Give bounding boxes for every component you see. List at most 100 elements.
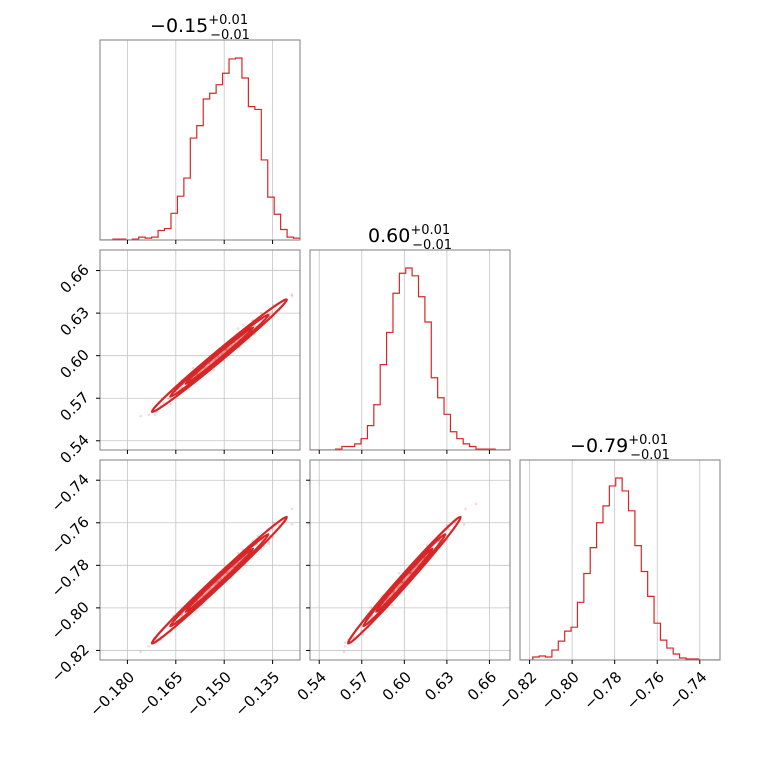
scatter-point (162, 401, 165, 405)
scatter-point (402, 579, 406, 583)
histogram-panel-0 (99, 39, 301, 244)
x-tick-label: −0.74 (665, 668, 710, 713)
x-tick-label: −0.165 (135, 668, 187, 720)
histogram-step-1 (310, 267, 510, 450)
scatter-point (260, 311, 263, 315)
scatter-point (361, 633, 365, 636)
panel-frame (309, 249, 511, 451)
title-value: 0.60 (368, 225, 410, 247)
x-tick-label: −0.80 (538, 668, 583, 713)
scatter-panel-2-0: −0.180−0.165−0.150−0.135−0.82−0.80−0.78−… (48, 459, 301, 720)
scatter-point (225, 572, 228, 576)
scatter-point (272, 521, 275, 524)
y-tick-label: −0.74 (48, 470, 93, 515)
scatter-point (290, 507, 294, 511)
scatter-point (153, 413, 157, 417)
panel-title-0: −0.15+0.01 −0.01 (150, 13, 250, 43)
y-tick-label: −0.80 (48, 598, 93, 643)
contour-level (150, 515, 288, 645)
scatter-point (400, 581, 404, 584)
scatter-point (221, 351, 225, 355)
contour-level (362, 533, 447, 628)
title-lower-error: −0.01 (412, 238, 452, 253)
scatter-point (409, 571, 413, 575)
scatter-point (236, 551, 240, 555)
scatter-point (474, 502, 478, 506)
panel-title-2: −0.79+0.01 −0.01 (570, 433, 670, 463)
scatter-panel-2-1: 0.54 0.57 0.60 0.63 0.66 (294, 459, 511, 704)
scatter-point (226, 347, 230, 350)
scatter-point (401, 580, 404, 584)
histogram-step-0 (100, 57, 300, 240)
scatter-point (215, 356, 218, 359)
title-upper-error: +0.01 (208, 13, 248, 28)
scatter-point (241, 323, 245, 327)
scatter-point (410, 570, 413, 574)
scatter-point (227, 346, 231, 350)
scatter-point (290, 294, 294, 298)
title-lower-error: −0.01 (210, 28, 250, 43)
histogram-panel-1 (309, 249, 511, 454)
scatter-point (425, 543, 429, 547)
scatter-point (397, 571, 401, 575)
x-tick-label: −0.82 (495, 668, 540, 713)
y-tick-label: 0.54 (56, 431, 92, 467)
scatter-point (390, 603, 394, 607)
y-tick-label: 0.57 (56, 388, 92, 424)
histogram-step-2 (520, 477, 720, 660)
contour-level (150, 298, 288, 414)
title-upper-error: +0.01 (410, 223, 450, 238)
x-tick-label: 0.66 (464, 668, 500, 704)
contour-level (184, 326, 255, 385)
scatter-point (269, 312, 272, 315)
y-tick-label: −0.82 (48, 641, 93, 686)
scatter-point (180, 385, 184, 389)
scatter-point (401, 580, 404, 584)
scatter-point (209, 587, 213, 590)
contour-level (375, 547, 434, 613)
scatter-point (408, 572, 412, 576)
panel-frame (99, 249, 301, 451)
scatter-point (216, 580, 219, 584)
y-tick-label: 0.66 (56, 261, 92, 297)
scatter-panel-1-0: 0.54 0.57 0.60 0.63 0.66 (56, 249, 304, 467)
histogram-panel-2: −0.82−0.80−0.78−0.76−0.74 (495, 459, 721, 713)
title-value: −0.79 (570, 435, 628, 457)
panel-title-1: 0.60+0.01 −0.01 (368, 223, 452, 253)
x-tick-label: −0.150 (183, 668, 235, 720)
contour-level (169, 533, 270, 628)
scatter-point (271, 311, 274, 314)
y-tick-label: 0.60 (56, 346, 92, 382)
scatter-point (462, 523, 466, 526)
contour-level (184, 547, 255, 613)
scatter-point (212, 368, 216, 372)
x-tick-label: 0.60 (379, 668, 415, 704)
scatter-point (267, 542, 271, 545)
contour-level (346, 515, 462, 645)
scatter-point (290, 523, 294, 526)
scatter-point (213, 583, 216, 586)
scatter-point (219, 577, 223, 581)
scatter-point (167, 397, 170, 400)
scatter-point (214, 357, 217, 361)
scatter-point (290, 293, 294, 296)
x-tick-label: 0.63 (421, 668, 457, 704)
scatter-point (139, 650, 142, 654)
x-tick-label: 0.54 (294, 668, 330, 704)
scatter-point (343, 645, 347, 648)
scatter-point (301, 283, 304, 286)
scatter-point (352, 635, 356, 639)
scatter-point (147, 645, 151, 648)
scatter-point (139, 414, 142, 418)
x-tick-label: 0.57 (336, 668, 372, 704)
panel-frame (519, 459, 721, 661)
scatter-point (369, 606, 372, 609)
scatter-point (464, 507, 467, 511)
scatter-point (222, 359, 226, 363)
y-tick-label: −0.78 (48, 555, 93, 600)
scatter-point (448, 528, 451, 531)
x-tick-label: −0.180 (86, 668, 138, 720)
scatter-point (191, 366, 195, 370)
scatter-point (169, 402, 173, 406)
